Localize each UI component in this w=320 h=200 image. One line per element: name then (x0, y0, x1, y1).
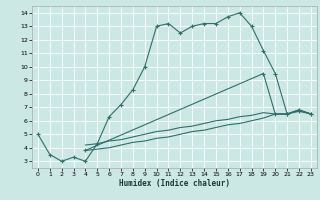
X-axis label: Humidex (Indice chaleur): Humidex (Indice chaleur) (119, 179, 230, 188)
